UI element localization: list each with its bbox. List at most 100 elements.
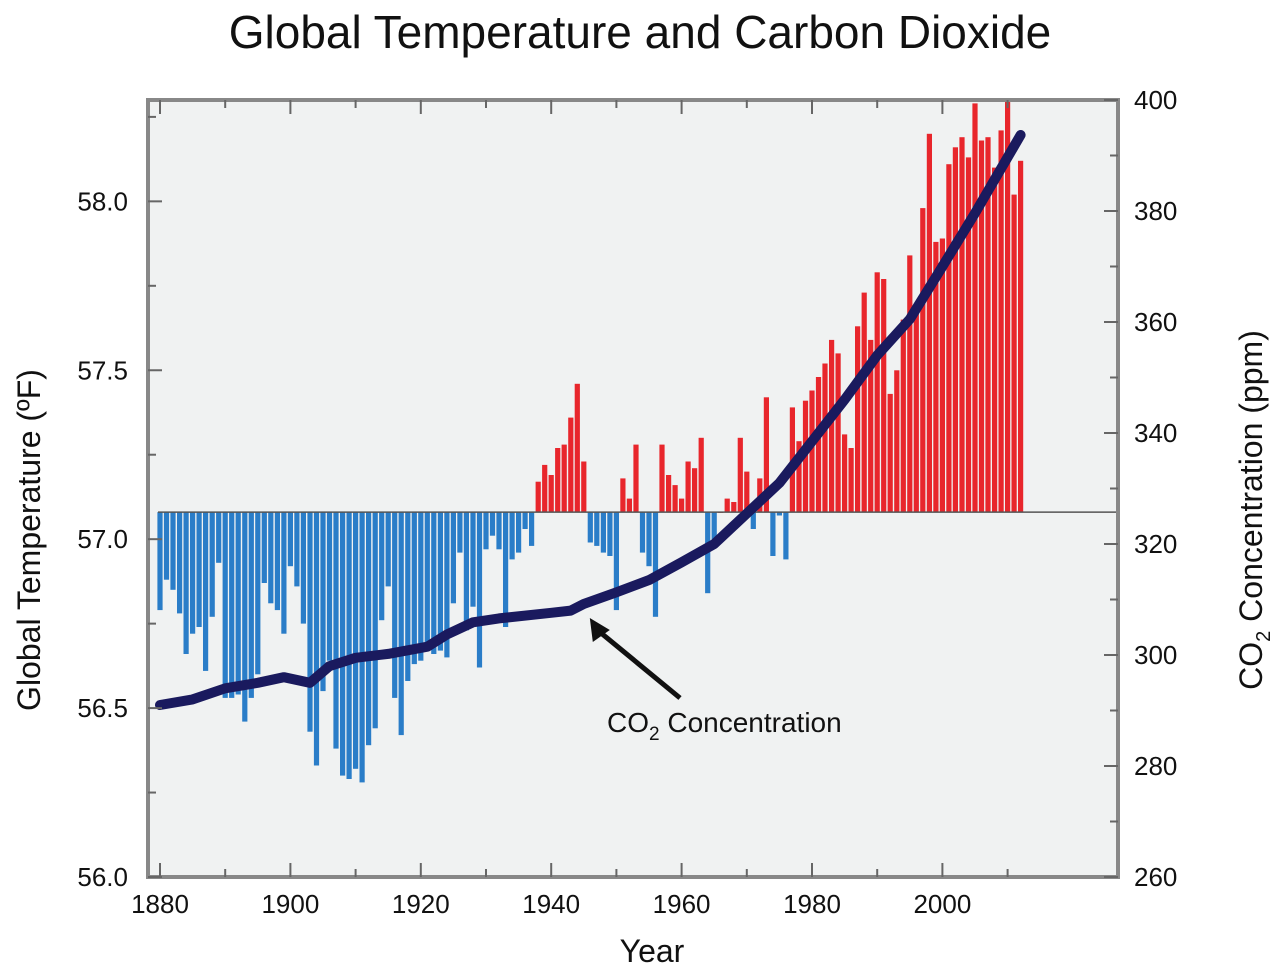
temperature-bar-1934 [509, 512, 515, 560]
temperature-bar-1997 [920, 208, 926, 513]
y-right-tick-label: 400 [1134, 85, 1177, 115]
temperature-bar-1921 [424, 512, 430, 648]
temperature-bar-1910 [353, 512, 359, 769]
temperature-bar-1881 [163, 512, 170, 580]
temperature-bar-2004 [965, 157, 972, 513]
temperature-bar-1970 [744, 471, 750, 513]
y-right-tick-label: 360 [1134, 307, 1177, 337]
temperature-bar-2003 [959, 137, 965, 513]
temperature-bar-1954 [639, 512, 646, 553]
temperature-bar-1912 [366, 512, 372, 746]
temperature-bar-1920 [418, 512, 424, 661]
y-axis-left: 56.0 56.5 57.0 57.5 58.0 [77, 115, 162, 892]
y-axis-title-right-prefix: CO [1233, 642, 1269, 690]
temperature-bar-1947 [594, 512, 600, 546]
temperature-bar-1923 [437, 512, 443, 651]
temperature-bar-1930 [483, 512, 489, 550]
temperature-bar-1973 [763, 397, 769, 513]
annotation-arrow-line [598, 630, 682, 700]
temperature-bar-1917 [398, 512, 404, 736]
temperature-bar-1880 [157, 512, 163, 611]
temperature-bar-1945 [581, 461, 587, 513]
y-axis-title-right-subscript: 2 [1253, 631, 1275, 642]
temperature-bar-1927 [463, 512, 469, 631]
temperature-bar-1889 [216, 512, 222, 563]
temperature-bar-1928 [470, 512, 476, 607]
y-tick-label: 57.5 [77, 355, 128, 385]
y-tick-label: 58.0 [77, 186, 128, 216]
temperature-bar-1982 [822, 363, 828, 513]
x-tick-label: 1900 [261, 889, 319, 919]
temperature-bar-1901 [294, 512, 300, 587]
temperature-bar-2010 [1005, 102, 1011, 513]
temperature-bar-1932 [496, 512, 502, 550]
temperature-bar-1971 [750, 512, 756, 529]
temperature-bar-1968 [731, 502, 737, 513]
temperature-bar-2001 [946, 164, 952, 513]
temperature-bar-1904 [313, 512, 320, 766]
temperature-bar-1960 [679, 498, 685, 513]
temperature-bar-1994 [900, 319, 906, 513]
annotation-label: CO2 Concentration [607, 707, 842, 745]
temperature-bar-1993 [894, 370, 900, 513]
temperature-bar-1983 [829, 339, 835, 513]
temperature-bar-1936 [522, 512, 528, 529]
x-tick-label: 1920 [392, 889, 450, 919]
temperature-bar-2000 [939, 238, 945, 513]
temperature-bar-1950 [613, 512, 619, 611]
temperature-bar-1925 [450, 512, 456, 604]
temperature-bar-1981 [815, 377, 822, 513]
temperature-bar-1914 [379, 512, 385, 621]
x-axis: 1880 1900 1920 1940 1960 1980 2000 [131, 100, 1009, 919]
temperature-bar-1940 [548, 475, 554, 513]
temperature-bar-1903 [307, 512, 313, 732]
x-tick-label: 1880 [131, 889, 189, 919]
temperature-bar-1900 [287, 512, 293, 567]
temperature-bar-1911 [359, 512, 365, 783]
temperature-bar-2007 [985, 137, 991, 513]
temperature-bar-1953 [633, 444, 639, 513]
temperature-bar-2002 [952, 147, 958, 513]
temperature-bar-1942 [561, 444, 567, 513]
temperature-bar-1939 [542, 464, 548, 513]
temperature-bar-1963 [698, 437, 704, 513]
y-right-tick-label: 380 [1134, 196, 1177, 226]
y-tick-label: 56.0 [77, 862, 128, 892]
temperature-bar-1969 [737, 437, 743, 513]
temperature-bar-1937 [529, 512, 535, 546]
temperature-bar-1990 [874, 272, 880, 513]
temperature-bar-1898 [274, 512, 280, 611]
temperature-bar-1882 [170, 512, 176, 590]
temperature-bar-1988 [861, 292, 867, 513]
temperature-bar-1907 [333, 512, 339, 749]
temperature-bar-1885 [190, 512, 196, 634]
temperature-bar-1894 [248, 512, 254, 698]
temperature-bar-1905 [320, 512, 326, 692]
temperature-bar-1922 [431, 512, 437, 654]
temperature-bar-1959 [672, 485, 678, 513]
temperature-bar-1965 [711, 512, 717, 546]
temperature-bar-1976 [783, 512, 789, 560]
temperature-bar-1926 [457, 512, 463, 553]
y-tick-label: 56.5 [77, 693, 128, 723]
temperature-bar-1886 [196, 512, 202, 627]
annotation-arrow-head [589, 618, 610, 642]
temperature-bar-1955 [646, 512, 652, 567]
temperature-bar-1890 [222, 512, 228, 698]
temperature-bar-2008 [992, 167, 998, 513]
temperature-bar-1919 [411, 512, 417, 665]
temperature-bar-1933 [503, 512, 509, 627]
x-tick-label: 1980 [783, 889, 841, 919]
temperature-bar-1956 [652, 512, 659, 617]
y-axis-right: 260 280 300 320 340 360 380 400 [1104, 85, 1177, 892]
temperature-bar-2009 [998, 130, 1004, 513]
temperature-bar-1961 [685, 461, 691, 513]
temperature-bar-1931 [489, 512, 496, 536]
temperature-bar-1986 [848, 448, 854, 513]
temperature-bar-1906 [326, 512, 333, 661]
temperature-bar-1896 [261, 512, 267, 583]
co2-annotation: CO2 Concentration [589, 618, 842, 745]
annotation-label-prefix: CO [607, 707, 649, 738]
temperature-bar-1941 [555, 448, 561, 513]
temperature-bar-1915 [385, 512, 391, 587]
